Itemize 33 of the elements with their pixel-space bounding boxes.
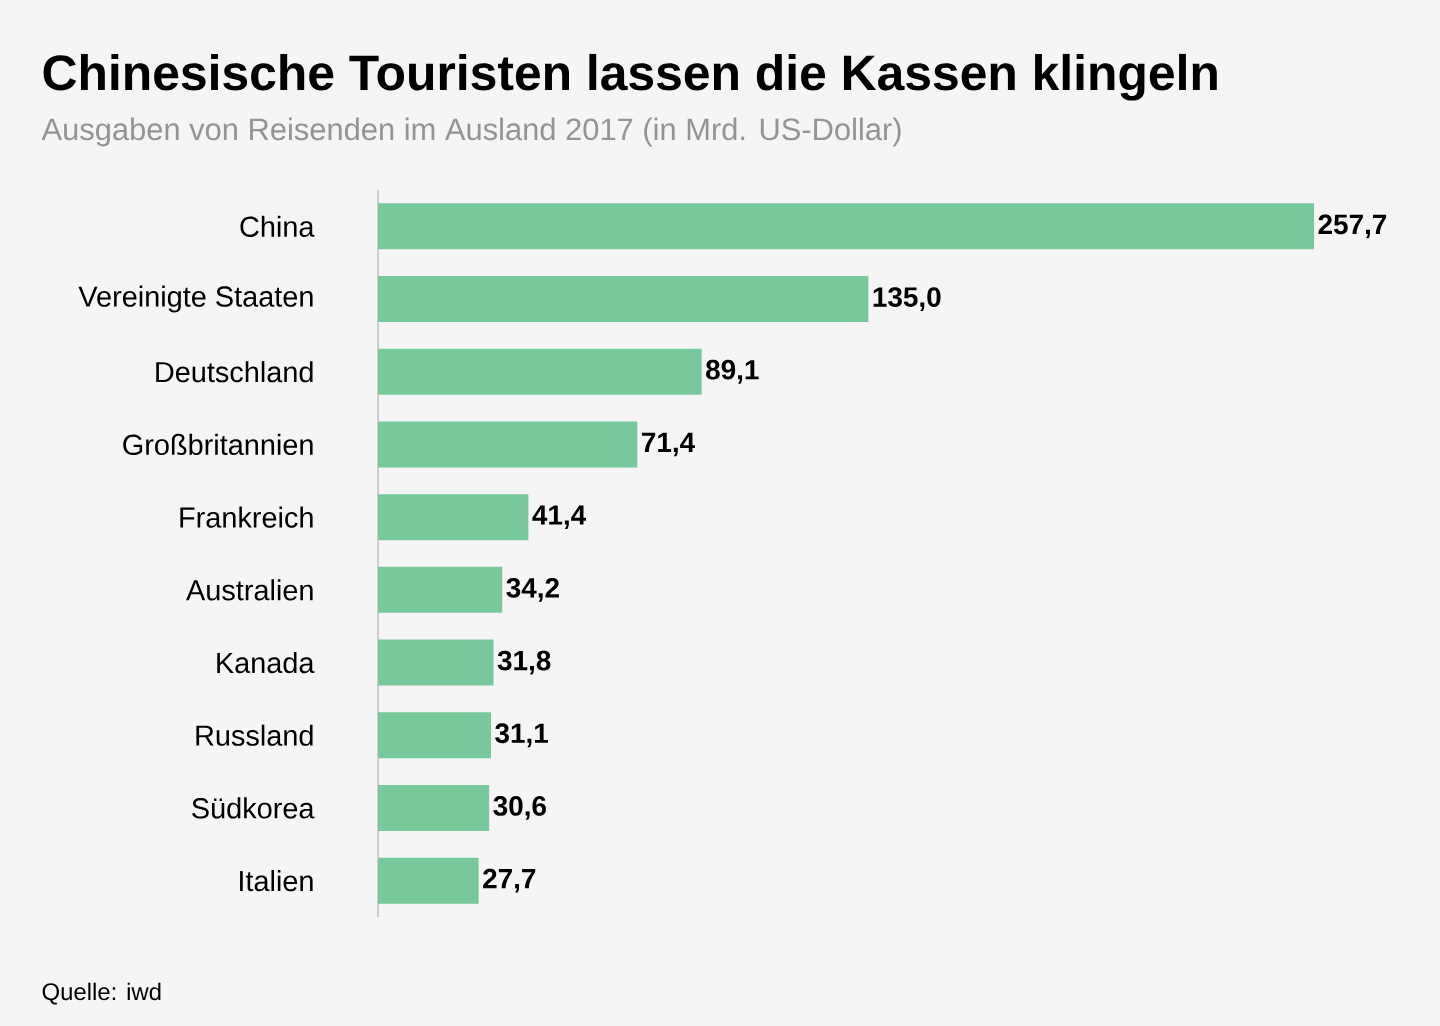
data-label: 41,4 [532, 505, 587, 529]
chart-subtitle: Ausgaben von Reisenden im Ausland 2017 (in Mrd. US-Dollar) [41, 117, 901, 147]
data-label: 71,4 [642, 432, 695, 457]
y-tick-label: Vereinigte Staaten [78, 285, 313, 313]
y-tick-label: Italien [240, 870, 313, 892]
y-tick-label: Deutschland [156, 361, 313, 383]
bar [378, 494, 529, 541]
data-label: 89,1 [706, 359, 759, 384]
bar [378, 857, 479, 904]
y-tick-label: China [240, 215, 315, 237]
bar [378, 784, 490, 831]
bar [378, 639, 494, 686]
bar [378, 348, 702, 395]
y-tick-label: Frankreich [180, 506, 313, 528]
y-tick-label: Kanada [217, 651, 315, 674]
y-tick-label: Südkorea [192, 797, 315, 819]
source-note: Quelle: iwd [42, 982, 161, 1005]
bar [378, 566, 503, 613]
data-label: 135,0 [873, 287, 941, 311]
data-label: 31,8 [497, 650, 551, 675]
y-tick-label: Australien [186, 579, 313, 601]
bar [378, 421, 638, 468]
data-label: 34,2 [506, 577, 559, 602]
y-tick-label: Großbritannien [123, 433, 313, 456]
bar [378, 276, 869, 323]
data-label: 31,1 [495, 723, 548, 748]
data-label: 257,7 [1318, 214, 1387, 239]
bar [378, 712, 491, 759]
y-tick-label: Russland [196, 724, 313, 746]
data-label: 30,6 [493, 796, 546, 820]
data-label: 27,7 [483, 868, 536, 893]
bar [378, 203, 1315, 250]
chart-title: Chinesische Touristen lassen die Kassen klingeln [43, 53, 1217, 101]
